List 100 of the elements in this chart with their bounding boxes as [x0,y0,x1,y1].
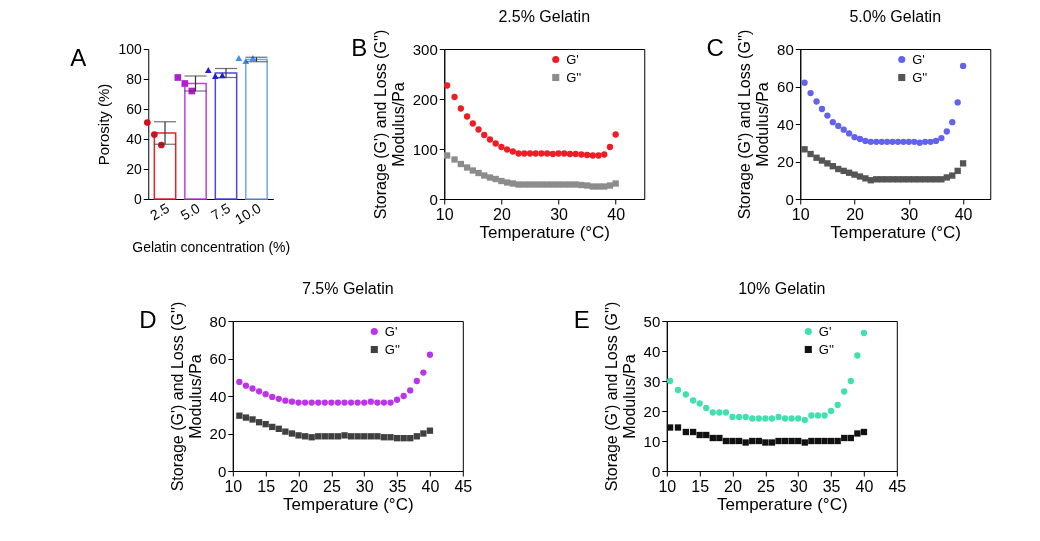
x-tick-label: 40 [954,205,973,223]
x-tick-label: 10.0 [231,199,264,228]
point [288,430,296,437]
point [426,351,434,358]
x-tick-label: 2.5 [147,199,173,224]
point [781,415,789,422]
point [469,120,476,127]
point [354,433,361,440]
bar [153,132,177,200]
point [407,435,414,442]
point [716,434,723,442]
point [555,181,562,188]
point [813,98,820,105]
point [347,399,355,406]
y-tick-label: 50 [643,312,661,330]
legend-label: G'' [384,341,400,357]
y-tick-label: 20 [209,425,227,442]
point [606,143,614,151]
point [873,176,880,183]
point [911,176,918,183]
point [959,62,967,70]
point [380,399,388,406]
point [492,140,499,147]
point [475,126,482,133]
point [269,393,276,401]
point [595,183,602,190]
point [788,415,795,422]
x-tick-label: 35 [822,477,841,495]
bar [245,58,268,200]
point [722,409,730,416]
point [860,329,868,337]
point [821,437,828,445]
x-tick-label: 25 [756,477,775,495]
point [841,434,848,442]
point [900,138,907,145]
point [328,433,335,440]
point [380,434,388,441]
point [682,391,690,398]
point [860,428,868,436]
x-tick-label: 5.0 [177,199,203,224]
point [334,399,342,406]
point [295,432,302,439]
point [321,433,328,440]
point [526,181,534,188]
point [601,183,608,190]
point [255,388,263,395]
x-tick-label: 30 [900,205,919,223]
point [498,143,505,151]
point [612,180,619,187]
text: D [139,306,157,333]
point [361,433,368,440]
point [696,400,703,407]
point [847,377,854,385]
point [561,181,568,188]
point [808,437,815,445]
point [262,390,269,398]
x-tick-label: 30 [789,477,808,495]
point [795,437,802,445]
point [543,150,551,157]
point [867,138,874,145]
point [755,437,762,445]
point [532,150,539,157]
x-tick-label: 45 [888,477,907,495]
point [572,181,579,188]
point [583,182,591,189]
x-axis-title: Temperature (°C) [479,222,611,242]
x-tick-label: 10 [224,477,243,495]
x-tick-label: 10 [791,205,810,223]
point [801,79,808,86]
point [407,387,414,394]
point [814,412,822,419]
point [818,157,826,164]
point [612,131,619,138]
point [749,415,756,422]
x-axis-title: Gelatin concentration (%) [132,239,291,256]
point [938,134,945,142]
y-axis-title: Storage (G') and Loss (G'') Modulus/Pa [371,29,407,220]
x-tick-label: 20 [846,205,865,223]
point [762,439,769,446]
y-tick-label: 300 [412,40,438,58]
point [515,150,522,157]
chart-title: 10% Gelatin [738,280,826,298]
point [354,399,361,406]
point [341,399,348,406]
point [249,416,256,423]
y-tick-label: 0 [217,462,227,480]
point [696,431,703,439]
point [275,425,282,432]
x-tick-label: 15 [257,477,276,495]
point [834,401,841,409]
point [443,82,451,89]
point [722,437,730,445]
point [845,130,853,137]
point [374,433,381,440]
point [249,385,256,392]
point [295,399,302,406]
point [666,424,674,431]
point [835,165,842,173]
point [827,437,835,445]
text: B [351,34,368,61]
